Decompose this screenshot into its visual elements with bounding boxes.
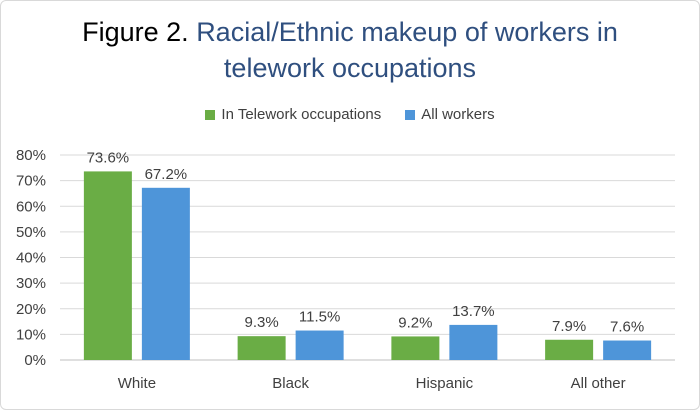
bar [83,171,132,360]
legend-swatch-telework [205,109,216,120]
chart-title: Figure 2. Racial/Ethnic makeup of worker… [0,14,700,86]
chart-title-main: Racial/Ethnic makeup of workers in [196,17,618,47]
bar [449,324,498,360]
data-label: 11.5% [299,309,340,326]
bar [603,340,652,360]
chart-legend: In Telework occupations All workers [0,106,700,123]
bar [391,336,440,360]
x-tick-label: All other [571,375,626,392]
data-label: 73.6% [87,149,130,166]
bar [545,339,594,360]
x-tick-label: White [118,375,156,392]
y-tick-label: 80% [16,147,46,164]
bar [141,187,190,360]
y-tick-label: 20% [16,301,46,318]
y-tick-label: 50% [16,224,46,241]
y-tick-label: 40% [16,250,46,267]
legend-label-all-workers: All workers [421,106,495,123]
bar [237,336,286,360]
y-tick-label: 60% [16,198,46,215]
chart-title-prefix: Figure 2. [82,17,189,47]
data-label: 67.2% [145,166,188,183]
y-tick-label: 70% [16,173,46,190]
bar [295,330,344,360]
x-tick-label: Black [272,375,309,392]
data-label: 7.6% [610,319,644,336]
data-label: 9.2% [398,314,432,331]
legend-item-all-workers: All workers [405,106,495,123]
y-tick-label: 10% [16,326,46,343]
legend-label-telework: In Telework occupations [221,106,382,123]
y-tick-label: 0% [24,352,46,369]
legend-swatch-all-workers [405,109,416,120]
data-label: 9.3% [245,314,279,331]
x-tick-label: Hispanic [416,375,474,392]
data-label: 7.9% [552,318,586,335]
y-tick-label: 30% [16,275,46,292]
data-label: 13.7% [452,303,495,320]
chart-title-line2: telework occupations [223,53,477,83]
legend-item-telework: In Telework occupations [205,106,381,123]
